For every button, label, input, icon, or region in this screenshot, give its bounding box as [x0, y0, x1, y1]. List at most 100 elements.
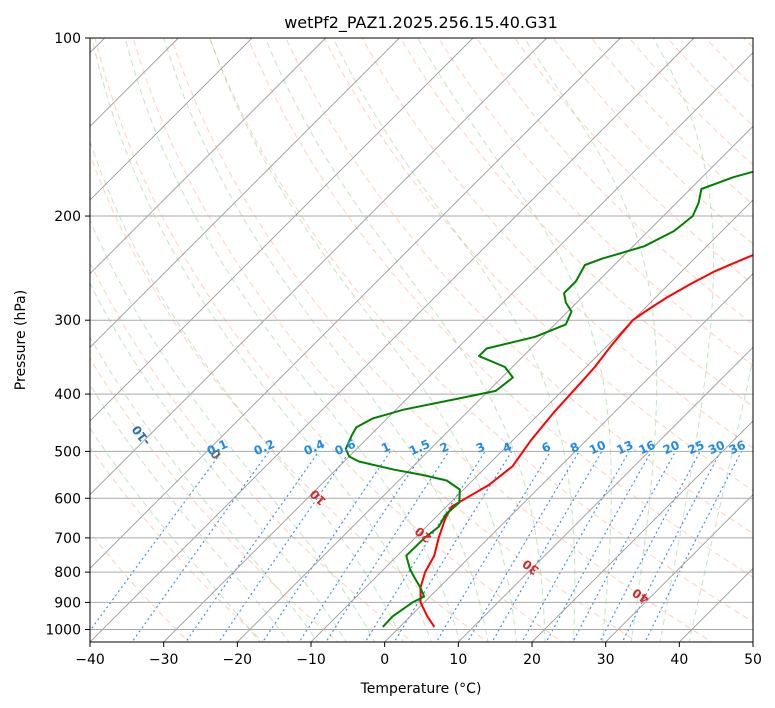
moist-adiabat [90, 282, 347, 642]
dewpoint-profile [344, 170, 753, 628]
series-layer [344, 170, 753, 628]
x-axis-ticks: −40 −30 −20 −10 0 10 20 30 40 50 [75, 642, 762, 668]
mixing-ratio-line [466, 451, 580, 642]
dry-adiabat [514, 38, 753, 285]
mixing-ratio-label: 1 [379, 439, 392, 455]
dry-adiabat [90, 357, 339, 642]
dry-adiabat [90, 153, 489, 642]
moist-adiabat [209, 38, 518, 642]
mixing-ratio-label: 16 [636, 438, 657, 458]
dry-adiabat-label: -10 [129, 423, 153, 449]
isotherm [90, 38, 547, 496]
mixing-ratio-label: 30 [706, 438, 727, 458]
mixing-ratio-line [621, 451, 722, 642]
isotherm [163, 52, 753, 642]
moist-adiabat [652, 38, 714, 642]
dry-adiabat [170, 38, 713, 642]
mixing-ratio-label: 10 [587, 438, 608, 458]
mixing-ratio-line [218, 451, 351, 642]
mixing-ratio-label: 13 [614, 438, 635, 458]
isotherm [237, 125, 753, 642]
mixing-ratio-label: 0.2 [252, 437, 277, 458]
moist-adiabat [124, 38, 461, 642]
mixing-ratio-line [364, 451, 486, 642]
y-axis-ticks: 100 200 300 400 500 600 700 800 900 1000 [45, 31, 90, 638]
moist-adiabat [523, 38, 658, 642]
y-tick-label: 700 [54, 531, 81, 547]
dry-adiabat [247, 38, 753, 578]
moist-adiabat [90, 427, 261, 642]
y-tick-label: 600 [54, 491, 81, 507]
y-axis-label: Pressure (hPa) [13, 290, 29, 390]
dry-adiabat [132, 38, 638, 642]
dry-adiabat [743, 38, 753, 49]
dry-adiabat-label: 30 [520, 556, 542, 577]
y-tick-label: 1000 [45, 622, 81, 638]
isotherm [90, 38, 326, 275]
x-tick-label: −10 [296, 652, 326, 668]
mixing-ratio-label: 0.1 [205, 437, 230, 458]
isotherm [90, 38, 621, 569]
mixing-ratio-label: 6 [539, 439, 552, 455]
mixing-ratio-line [599, 451, 701, 642]
isotherm [90, 38, 474, 422]
chart-title: wetPf2_PAZ1.2025.256.15.40.G31 [284, 13, 558, 33]
dry-adiabat [361, 38, 753, 449]
mixing-ratio-label: 1.5 [407, 437, 432, 458]
isotherm [90, 38, 695, 642]
moist-adiabat [90, 218, 376, 642]
mixing-ratio-line [131, 451, 270, 642]
dry-adiabat [437, 38, 753, 366]
dry-adiabat [399, 38, 753, 408]
mixing-ratio-line [545, 451, 652, 642]
x-tick-label: 20 [523, 652, 541, 668]
x-axis-label: Temperature (°C) [360, 681, 482, 697]
dry-adiabat [285, 38, 753, 535]
background-lines [90, 38, 753, 642]
x-tick-label: 40 [670, 652, 688, 668]
x-tick-label: 50 [744, 652, 762, 668]
isotherm [310, 199, 753, 642]
dry-adiabat [476, 38, 753, 326]
grid [90, 38, 753, 642]
isotherm [458, 346, 753, 642]
dry-adiabat [552, 38, 753, 245]
isotherm [531, 420, 753, 642]
x-tick-label: 30 [597, 652, 615, 668]
y-tick-label: 400 [54, 387, 81, 403]
x-tick-label: 10 [449, 652, 467, 668]
dry-adiabat [90, 261, 414, 642]
isopleth-labels: -100-90-80-70-60-50-40-30-20-10010203040… [129, 423, 748, 607]
mixing-ratio-line [572, 451, 676, 642]
dry-adiabat-label: 40 [630, 585, 652, 606]
dry-adiabat-label: 10 [307, 487, 329, 509]
mixing-ratio-label: 2 [438, 439, 451, 455]
x-tick-label: −30 [149, 652, 179, 668]
isotherm [90, 38, 400, 348]
isotherm [605, 494, 753, 642]
isotherm [679, 567, 753, 642]
dry-adiabat [323, 38, 753, 492]
moist-adiabat [264, 38, 546, 642]
moist-adiabat [688, 356, 753, 642]
mixing-ratio-label: 36 [727, 438, 748, 458]
mixing-ratio-label: 25 [685, 438, 706, 458]
plot-frame [89, 37, 754, 643]
y-tick-label: 900 [54, 595, 81, 611]
x-tick-label: 0 [380, 652, 389, 668]
isotherm [384, 273, 753, 642]
y-tick-label: 500 [54, 444, 81, 460]
mixing-ratio-label: 0.6 [333, 437, 358, 458]
y-tick-label: 100 [54, 31, 81, 47]
mixing-ratio-line [185, 451, 320, 642]
x-tick-label: −20 [223, 652, 253, 668]
mixing-ratio-line [325, 451, 450, 642]
isotherm [90, 38, 253, 201]
y-tick-label: 800 [54, 565, 81, 581]
mixing-ratio-line [521, 451, 630, 642]
mixing-ratio-line [435, 451, 552, 642]
dry-adiabat [590, 38, 753, 206]
mixing-ratio-line [644, 451, 742, 642]
y-tick-label: 200 [54, 209, 81, 225]
mixing-ratio-label: 20 [661, 438, 682, 458]
